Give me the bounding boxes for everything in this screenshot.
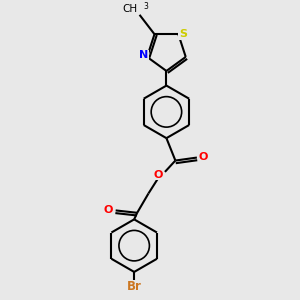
Text: O: O [103, 205, 113, 215]
Text: S: S [179, 29, 187, 39]
Text: CH: CH [122, 4, 137, 14]
Text: O: O [199, 152, 208, 162]
Text: 3: 3 [143, 2, 148, 11]
Text: N: N [139, 50, 148, 60]
Text: O: O [154, 170, 163, 180]
Text: Br: Br [127, 280, 142, 293]
